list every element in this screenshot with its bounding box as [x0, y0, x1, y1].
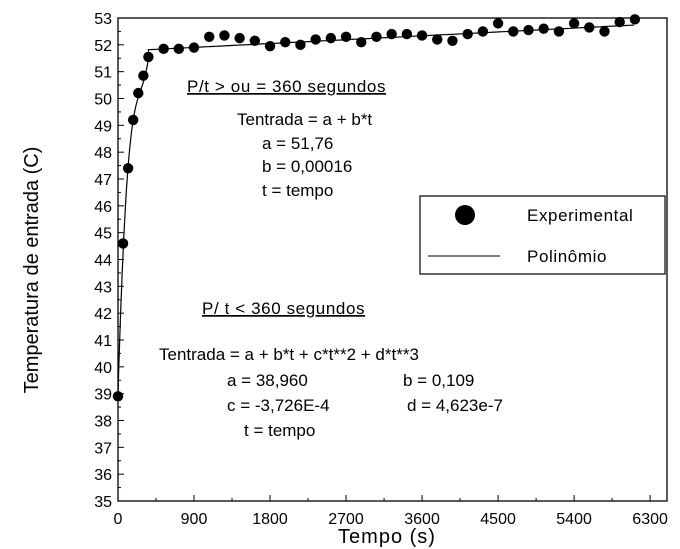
data-point — [173, 43, 185, 55]
legend-label-polinomio: Polinômio — [527, 247, 607, 266]
data-point — [325, 32, 337, 44]
x-tick-label: 4500 — [480, 511, 516, 528]
annotation-line: t = tempo — [262, 181, 333, 200]
legend: Experimental Polinômio — [419, 195, 666, 275]
y-tick-label: 42 — [94, 306, 112, 323]
y-tick-label: 37 — [94, 440, 112, 457]
x-tick-label: 2700 — [328, 511, 364, 528]
data-point — [356, 36, 367, 48]
data-point — [371, 31, 382, 42]
annotation-heading: P/t > ou = 360 segundos — [187, 77, 386, 96]
y-tick-label: 36 — [94, 467, 112, 484]
data-point — [340, 31, 352, 42]
y-tick-label: 50 — [94, 92, 112, 109]
annotation-long-time: P/t > ou = 360 segundos Tentrada = a + b… — [187, 77, 386, 200]
data-point — [138, 70, 149, 81]
data-point — [188, 42, 200, 53]
data-point — [117, 238, 129, 249]
y-tick-label: 45 — [94, 226, 112, 243]
data-point — [599, 26, 610, 37]
data-point — [432, 34, 443, 45]
y-tick-label: 51 — [94, 65, 112, 82]
y-tick-label: 43 — [94, 279, 112, 296]
data-point — [128, 114, 139, 126]
data-point — [462, 28, 473, 40]
x-axis-label: Tempo (s) — [338, 526, 436, 548]
data-point — [122, 163, 134, 174]
data-point — [112, 391, 124, 402]
y-tick-label: 38 — [94, 414, 112, 431]
y-tick-label: 47 — [94, 172, 112, 189]
annotation-line: a = 38,960 — [227, 371, 308, 390]
data-point — [133, 87, 144, 99]
data-point — [553, 26, 565, 37]
data-point — [538, 23, 549, 34]
data-point — [523, 24, 534, 36]
x-tick-label: 900 — [181, 511, 208, 528]
data-point — [219, 30, 230, 41]
y-tick-label: 39 — [94, 387, 112, 404]
data-point — [143, 51, 154, 63]
x-tick-label: 1800 — [252, 511, 288, 528]
annotation-line: c = -3,726E-4 — [227, 396, 330, 415]
annotation-line: d = 4,623e-7 — [407, 396, 503, 415]
x-tick-label: 3600 — [404, 511, 440, 528]
data-point — [401, 28, 413, 40]
data-point — [204, 31, 215, 42]
y-tick-label: 41 — [94, 333, 112, 350]
y-tick-label: 48 — [94, 145, 112, 162]
y-tick-label: 49 — [94, 118, 112, 135]
data-point — [508, 26, 519, 37]
annotation-line: Tentrada = a + b*t — [237, 110, 372, 129]
data-point — [280, 36, 291, 48]
annotation-line: b = 0,109 — [403, 371, 474, 390]
data-point — [158, 43, 169, 55]
x-tick-label: 0 — [114, 511, 123, 528]
data-point — [386, 28, 397, 40]
annotation-line: b = 0,00016 — [262, 157, 352, 176]
annotation-heading: P/ t < 360 segundos — [202, 299, 365, 318]
x-tick-label: 6300 — [632, 511, 668, 528]
data-point — [249, 35, 261, 47]
y-tick-label: 46 — [94, 199, 112, 216]
annotation-line: a = 51,76 — [262, 134, 333, 153]
data-point — [477, 26, 489, 37]
data-point — [416, 30, 428, 41]
data-point — [447, 35, 458, 47]
y-tick-label: 40 — [94, 360, 112, 377]
y-tick-label: 44 — [94, 253, 112, 270]
data-point — [629, 14, 641, 25]
data-point — [584, 22, 595, 33]
legend-marker-experimental — [455, 205, 475, 225]
x-tick-label: 5400 — [556, 511, 592, 528]
data-point — [568, 18, 580, 29]
data-point — [264, 40, 276, 52]
data-point — [310, 34, 321, 45]
data-point — [295, 39, 306, 51]
data-point — [492, 18, 504, 29]
annotation-line: t = tempo — [244, 421, 315, 440]
y-tick-label: 35 — [94, 494, 112, 511]
y-axis-label: Temperatura de entrada (C) — [21, 147, 43, 394]
y-tick-label: 52 — [94, 38, 112, 55]
data-point — [234, 32, 245, 44]
annotation-line: Tentrada = a + b*t + c*t**2 + d*t**3 — [159, 345, 419, 364]
data-point — [614, 16, 625, 28]
plot-layer: 35 36 37 38 39 40 41 42 43 44 45 46 47 48 49 50 51 52 53 0 9… — [94, 11, 668, 528]
y-tick-label: 53 — [94, 11, 112, 28]
legend-label-experimental: Experimental — [527, 206, 633, 225]
annotation-short-time: P/ t < 360 segundos Tentrada = a + b*t +… — [159, 299, 503, 440]
